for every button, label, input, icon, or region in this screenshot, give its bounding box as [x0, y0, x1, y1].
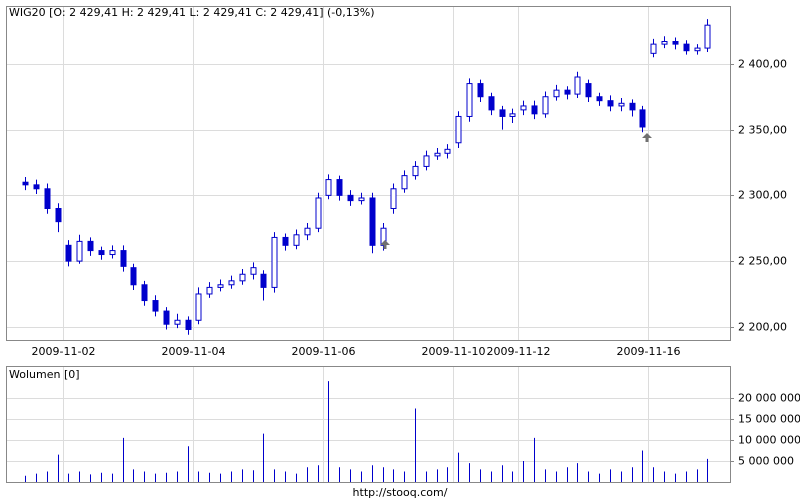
candle-body — [672, 41, 679, 45]
candle-body — [336, 179, 343, 196]
candle-body — [195, 293, 202, 321]
candle-body — [163, 310, 170, 325]
plot-layer: 2009-11-02 2009-11-04 2009-11-06 2009-11-10… — [7, 7, 800, 482]
candle-body — [293, 234, 300, 246]
candle-body — [704, 24, 711, 49]
price-title: WIG20 [O: 2 429,41 H: 2 429,41 L: 2 429,… — [9, 6, 375, 19]
candle-body — [87, 240, 94, 252]
candle-body — [98, 250, 105, 256]
y-tick-label: 2 300,00 — [738, 189, 787, 202]
candle-body — [607, 100, 614, 107]
candle-body — [347, 194, 354, 202]
candle-body — [694, 47, 701, 52]
y-tick-label: 2 400,00 — [738, 58, 787, 71]
candle-body — [639, 109, 646, 128]
candle-body — [564, 89, 571, 95]
y-tick-label: 10 000 000 — [738, 434, 800, 447]
candle-body — [488, 96, 495, 111]
candle-body — [65, 244, 72, 262]
x-tick-label: 2009-11-02 — [32, 345, 96, 358]
candle-body — [434, 152, 441, 157]
candle-body — [120, 250, 127, 267]
candle-body — [239, 273, 246, 282]
candle-body — [271, 236, 278, 288]
candle-body — [542, 96, 549, 115]
candle-body — [282, 236, 289, 246]
candle-body — [596, 96, 603, 102]
candle-body — [55, 208, 62, 223]
candle-body — [629, 102, 636, 111]
y-tick-label: 5 000 000 — [738, 455, 794, 468]
candle-body — [217, 284, 224, 288]
candle-body — [44, 188, 51, 210]
candle-body — [315, 197, 322, 229]
candle-body — [33, 184, 40, 190]
candle-body — [228, 280, 235, 286]
candle-body — [509, 113, 516, 117]
candle-body — [423, 155, 430, 167]
x-tick-label: 2009-11-06 — [292, 345, 356, 358]
candle-body — [455, 115, 462, 144]
candle-body — [358, 197, 365, 202]
candle-body — [499, 109, 506, 117]
candle-body — [574, 76, 581, 95]
candle-body — [174, 319, 181, 325]
volume-panel — [6, 366, 731, 483]
candle-body — [520, 105, 527, 111]
candle-body — [152, 300, 159, 312]
candle-body — [22, 181, 29, 186]
candle-body — [76, 240, 83, 262]
y-tick-label: 2 200,00 — [738, 321, 787, 334]
candle-body — [650, 43, 657, 54]
footer: http://stooq.com/ — [353, 486, 448, 499]
candle-body — [369, 197, 376, 246]
candle-body — [130, 267, 137, 286]
candle-body — [250, 267, 257, 275]
candle-body — [325, 179, 332, 196]
x-tick-label: 2009-11-12 — [487, 345, 551, 358]
x-tick-label: 2009-11-04 — [162, 345, 226, 358]
volume-title: Wolumen [0] — [9, 368, 80, 381]
candle-body — [260, 273, 267, 288]
candle-body — [206, 286, 213, 295]
candle-body — [531, 105, 538, 115]
signal-arrow — [642, 133, 652, 142]
candle-body — [390, 188, 397, 210]
y-tick-label: 2 350,00 — [738, 124, 787, 137]
y-tick-label: 20 000 000 — [738, 392, 800, 405]
candle-body — [553, 89, 560, 98]
candle-body — [141, 284, 148, 302]
y-tick-label: 15 000 000 — [738, 413, 800, 426]
candle-body — [444, 148, 451, 154]
candle-body — [412, 165, 419, 177]
candle-body — [109, 250, 116, 256]
price-panel — [6, 6, 731, 341]
candle-body — [466, 83, 473, 117]
signal-arrow — [380, 240, 390, 249]
candle-body — [661, 41, 668, 45]
x-tick-label: 2009-11-16 — [617, 345, 681, 358]
candle-body — [683, 43, 690, 52]
candle-body — [185, 319, 192, 330]
x-tick-label: 2009-11-10 — [422, 345, 486, 358]
candle-body — [585, 83, 592, 98]
candle-body — [618, 102, 625, 107]
candle-body — [304, 227, 311, 236]
y-tick-label: 2 250,00 — [738, 255, 787, 268]
candle-body — [401, 175, 408, 190]
candle-body — [477, 83, 484, 98]
